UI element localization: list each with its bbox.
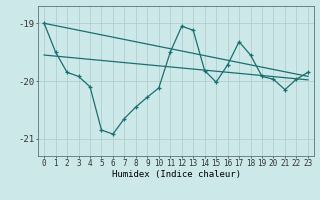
X-axis label: Humidex (Indice chaleur): Humidex (Indice chaleur) <box>111 170 241 179</box>
